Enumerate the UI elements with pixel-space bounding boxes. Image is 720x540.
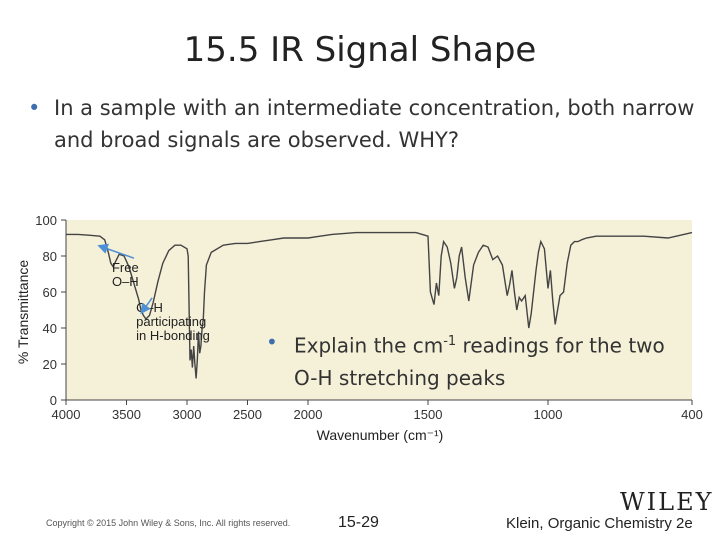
spectrum-trace bbox=[66, 231, 693, 379]
inset-bullet-suffix: readings for the two O-H stretching peak… bbox=[294, 333, 665, 390]
y-axis-label: % Transmittance bbox=[15, 260, 31, 364]
annotation-arrow bbox=[97, 243, 135, 259]
y-tick-label: 60 bbox=[43, 285, 57, 300]
x-tick-label: 3500 bbox=[112, 407, 141, 422]
x-tick-label: 2000 bbox=[294, 407, 323, 422]
x-tick-label: 400 bbox=[681, 407, 703, 422]
inset-bullet-text: Explain the cm-1 readings for the two O-… bbox=[294, 326, 666, 394]
copyright-text: Copyright © 2015 John Wiley & Sons, Inc.… bbox=[46, 518, 291, 528]
x-tick-label: 1000 bbox=[534, 407, 563, 422]
bullet-dot-icon: • bbox=[28, 96, 41, 120]
ir-spectrum-chart: 0 20 40 60 80 100 4000 3500 3000 2500 2000 1500 1000… bbox=[15, 213, 703, 443]
annotation-label: Free O–H bbox=[112, 260, 139, 289]
x-axis-label: Wavenumber (cm⁻¹) bbox=[317, 427, 444, 443]
inset-bullet: • Explain the cm-1 readings for the two … bbox=[266, 326, 666, 394]
annotation-arrow bbox=[140, 297, 153, 315]
inset-bullet-sup: -1 bbox=[443, 334, 457, 349]
y-tick-label: 40 bbox=[43, 321, 57, 336]
y-tick-label: 80 bbox=[43, 249, 57, 264]
y-tick-label: 100 bbox=[35, 213, 57, 228]
wiley-logo: WILEY bbox=[620, 488, 714, 516]
y-tick-label: 0 bbox=[50, 393, 57, 408]
page-number: 15-29 bbox=[338, 514, 379, 531]
main-bullet-text: In a sample with an intermediate concent… bbox=[54, 96, 695, 152]
x-tick-label: 4000 bbox=[52, 407, 81, 422]
inset-bullet-prefix: Explain the cm bbox=[294, 333, 444, 358]
main-bullet: • In a sample with an intermediate conce… bbox=[28, 92, 698, 156]
x-tick-label: 1500 bbox=[414, 407, 443, 422]
slide-title: 15.5 IR Signal Shape bbox=[183, 30, 537, 70]
x-tick-label: 3000 bbox=[173, 407, 202, 422]
y-tick-label: 20 bbox=[43, 357, 57, 372]
inset-bullet-dot-icon: • bbox=[266, 330, 278, 354]
book-credit: Klein, Organic Chemistry 2e bbox=[506, 515, 693, 532]
x-tick-label: 2500 bbox=[233, 407, 262, 422]
